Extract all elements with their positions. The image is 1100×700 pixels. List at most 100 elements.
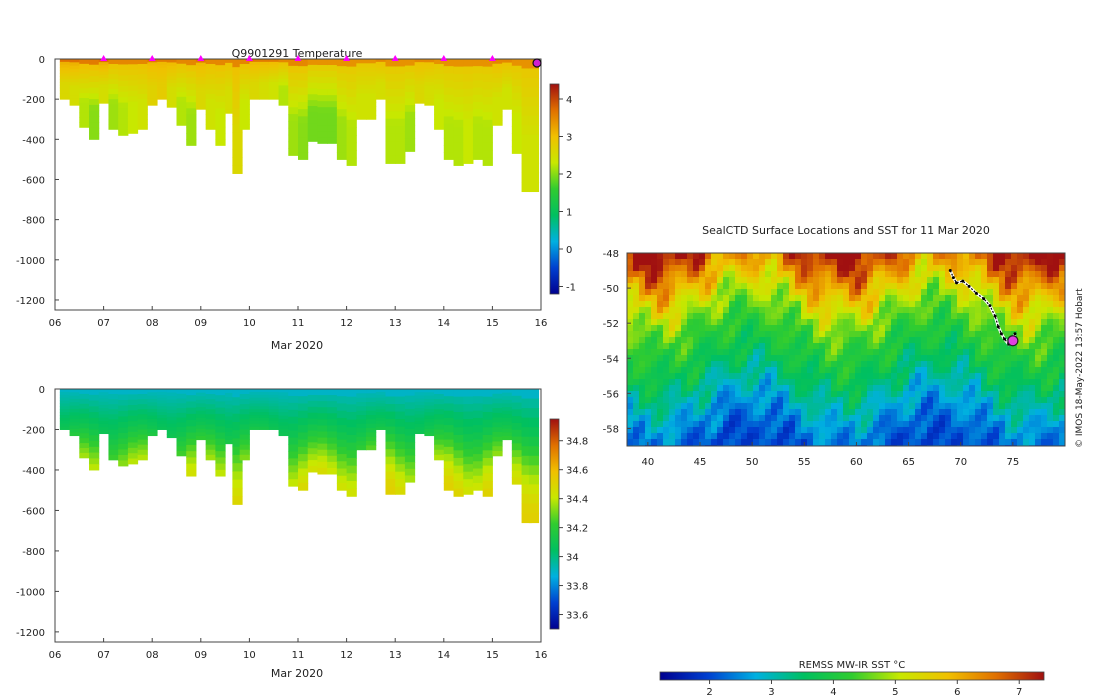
salinity-cell	[521, 417, 532, 428]
salinity-cell	[346, 457, 357, 467]
temperature-cell	[502, 105, 513, 110]
sst-cell	[849, 439, 856, 446]
sst-cell	[825, 391, 832, 398]
salinity-cell	[443, 475, 455, 484]
sst-cell	[627, 271, 634, 278]
sst-cell	[819, 409, 826, 416]
sst-cell	[831, 373, 838, 380]
sst-cell	[939, 421, 946, 428]
salinity-cell	[414, 430, 425, 435]
sst-cell	[747, 337, 754, 344]
sst-cell	[897, 421, 904, 428]
temperature-cell	[157, 67, 168, 71]
temperature-cell	[356, 97, 367, 103]
sst-cell	[729, 319, 736, 326]
sst-cell	[867, 319, 874, 326]
sst-cell	[669, 391, 676, 398]
sst-cell	[933, 415, 940, 422]
sst-cell	[987, 427, 994, 434]
sst-cell	[1053, 265, 1060, 272]
temperature-cell	[79, 93, 90, 99]
sst-cell	[765, 367, 772, 374]
salinity-cell	[492, 422, 503, 428]
sst-cell	[1035, 373, 1042, 380]
sst-cell	[831, 349, 838, 356]
y-tick-label: -56	[603, 389, 619, 400]
sst-cell	[627, 295, 634, 302]
temperature-cell	[307, 117, 318, 125]
sst-cell	[999, 439, 1006, 446]
sst-cell	[699, 265, 706, 272]
sst-cell	[1023, 295, 1030, 302]
temperature-cell	[492, 82, 503, 88]
sst-cell	[705, 439, 712, 446]
temperature-cell	[69, 98, 80, 103]
sst-cell	[723, 259, 730, 266]
sst-cell	[807, 271, 814, 278]
sst-cell	[867, 433, 874, 440]
temperature-cell	[298, 73, 309, 82]
temperature-cell	[346, 89, 357, 98]
temperature-cell	[249, 70, 260, 74]
temperature-cell	[404, 65, 416, 73]
temperature-cell	[434, 74, 445, 80]
sst-cell	[879, 421, 886, 428]
sst-cell	[699, 319, 706, 326]
sst-cell	[1005, 253, 1012, 260]
sst-cell	[627, 283, 634, 290]
colorbar-tick-label: 33.6	[566, 611, 588, 622]
temperature-cell	[366, 102, 377, 107]
sst-cell	[873, 313, 880, 320]
temperature-cell	[482, 142, 493, 151]
sst-cell	[891, 427, 898, 434]
sst-cell	[825, 295, 832, 302]
sst-cell	[1035, 319, 1042, 326]
sst-cell	[627, 349, 634, 356]
sst-cell	[825, 349, 832, 356]
temperature-cell	[195, 59, 207, 64]
temperature-cell	[259, 61, 270, 66]
sst-cell	[945, 307, 952, 314]
sst-cell	[825, 253, 832, 260]
sst-cell	[987, 325, 994, 332]
sst-cell	[645, 385, 652, 392]
salinity-cell	[414, 427, 425, 431]
sst-cell	[897, 289, 904, 296]
temperature-cell	[424, 62, 435, 67]
sst-cell	[693, 349, 700, 356]
sst-cell	[681, 289, 688, 296]
sst-cell	[993, 379, 1000, 386]
sst-cell	[927, 271, 934, 278]
sst-cell	[771, 289, 778, 296]
sst-cell	[897, 271, 904, 278]
sst-cell	[951, 295, 958, 302]
salinity-cell	[434, 449, 445, 456]
salinity-cell	[346, 396, 357, 405]
temperature-cell	[215, 108, 226, 116]
salinity-cell	[298, 410, 309, 419]
sst-cell	[963, 343, 970, 350]
sst-cell	[1053, 373, 1060, 380]
sst-cell	[867, 289, 874, 296]
sst-cell	[693, 439, 700, 446]
sst-cell	[957, 259, 964, 266]
sst-cell	[1023, 307, 1030, 314]
sst-cell	[1029, 259, 1036, 266]
sst-cell	[711, 355, 718, 362]
sst-cell	[687, 349, 694, 356]
salinity-cell	[463, 404, 474, 413]
sst-cell	[867, 265, 874, 272]
sst-cell	[807, 403, 814, 410]
sst-cell	[1017, 415, 1024, 422]
temperature-cell	[118, 91, 129, 98]
sst-cell	[813, 283, 820, 290]
track-point	[948, 269, 952, 273]
sst-cell	[981, 343, 988, 350]
sst-cell	[675, 415, 682, 422]
sst-cell	[759, 349, 766, 356]
temperature-cell	[307, 111, 318, 119]
temperature-cell	[118, 102, 129, 109]
sst-cell	[657, 313, 664, 320]
sst-cell	[759, 439, 766, 446]
salinity-cell	[186, 395, 197, 402]
